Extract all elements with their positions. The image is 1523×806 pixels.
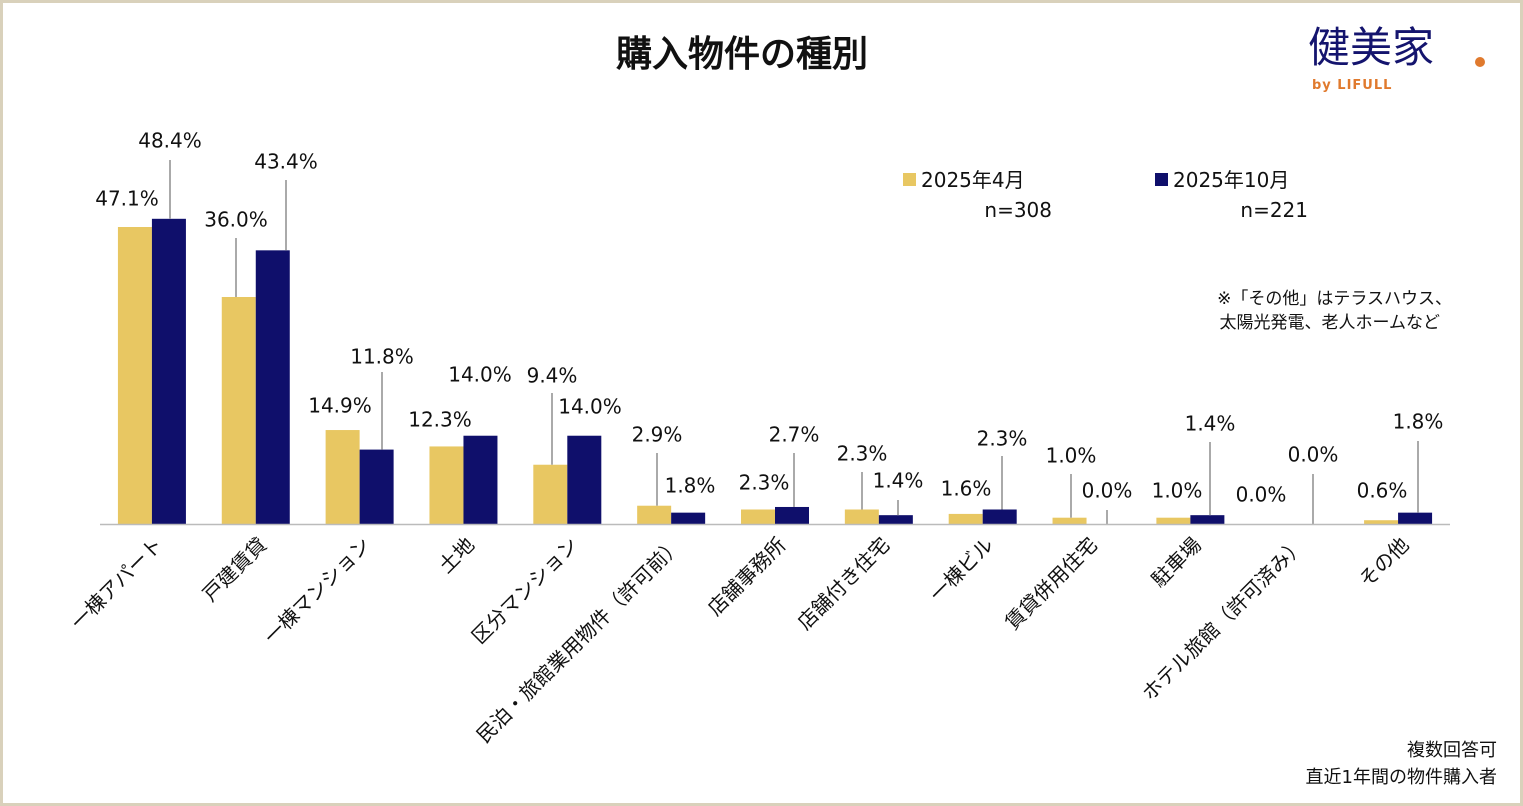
logo-dot — [1475, 57, 1485, 67]
data-label: 47.1% — [95, 187, 159, 211]
bar-oct — [1398, 512, 1433, 524]
data-label: 1.0% — [1152, 479, 1203, 503]
legend-n-apr: n=308 — [984, 198, 1052, 222]
bar-oct — [982, 509, 1017, 524]
bar-apr — [637, 505, 672, 524]
bar-apr — [1156, 517, 1191, 524]
data-label: 0.6% — [1357, 479, 1408, 503]
bar-oct — [567, 435, 602, 524]
legend-swatch-apr — [903, 173, 916, 186]
data-label: 2.3% — [837, 442, 888, 466]
data-label: 1.4% — [873, 469, 924, 493]
footnote-line1: 複数回答可 — [1407, 740, 1497, 761]
footnote-line2: 直近1年間の物件購入者 — [1306, 767, 1497, 788]
bar-apr — [221, 296, 256, 524]
data-label: 1.8% — [665, 474, 716, 498]
bar-apr — [1052, 517, 1087, 524]
data-label: 2.3% — [739, 471, 790, 495]
bar-apr — [948, 513, 983, 524]
legend-swatch-oct — [1155, 173, 1168, 186]
data-label: 0.0% — [1082, 479, 1133, 503]
data-label: 0.0% — [1288, 443, 1339, 467]
logo: 健美家 by LIFULL — [1308, 23, 1485, 93]
data-label: 11.8% — [350, 345, 414, 369]
bar-oct — [151, 218, 186, 524]
logo-main: 健美家 — [1308, 23, 1434, 72]
bar-apr — [429, 446, 464, 524]
bar-oct — [255, 250, 290, 524]
bar-apr — [117, 227, 152, 524]
legend-label-apr: 2025年4月 — [921, 168, 1025, 192]
data-label: 14.9% — [308, 394, 372, 418]
chart-title: 購入物件の種別 — [616, 34, 868, 75]
logo-sub: by LIFULL — [1312, 78, 1392, 93]
data-label: 9.4% — [527, 364, 578, 388]
bar-oct — [671, 512, 706, 524]
data-label: 1.6% — [941, 477, 992, 501]
data-label: 0.0% — [1236, 483, 1287, 507]
bar-apr — [844, 509, 879, 524]
data-label: 36.0% — [204, 208, 268, 232]
data-label: 1.4% — [1185, 412, 1236, 436]
bar-oct — [878, 515, 913, 524]
data-label: 1.8% — [1393, 410, 1444, 434]
bar-oct — [775, 506, 809, 524]
bar-oct — [1190, 515, 1225, 524]
legend-label-oct: 2025年10月 — [1173, 168, 1289, 192]
bar-apr — [533, 464, 568, 524]
remark-line1: ※「その他」はテラスハウス、 — [1217, 289, 1452, 309]
bar-apr — [1364, 520, 1399, 524]
data-label: 2.9% — [632, 423, 683, 447]
bar-apr — [741, 509, 775, 524]
data-label: 14.0% — [448, 363, 512, 387]
data-label: 2.3% — [977, 427, 1028, 451]
data-label: 12.3% — [408, 408, 472, 432]
data-label: 43.4% — [254, 150, 318, 174]
bar-oct — [359, 449, 394, 524]
data-label: 14.0% — [558, 395, 622, 419]
bar-oct — [463, 435, 498, 524]
remark-line2: 太陽光発電、老人ホームなど — [1220, 313, 1441, 333]
legend-n-oct: n=221 — [1240, 198, 1308, 222]
data-label: 48.4% — [138, 129, 202, 153]
legend: 2025年4月 n=308 2025年10月 n=221 — [903, 168, 1308, 222]
data-label: 2.7% — [769, 423, 820, 447]
data-label: 1.0% — [1046, 444, 1097, 468]
bar-apr — [325, 430, 360, 524]
